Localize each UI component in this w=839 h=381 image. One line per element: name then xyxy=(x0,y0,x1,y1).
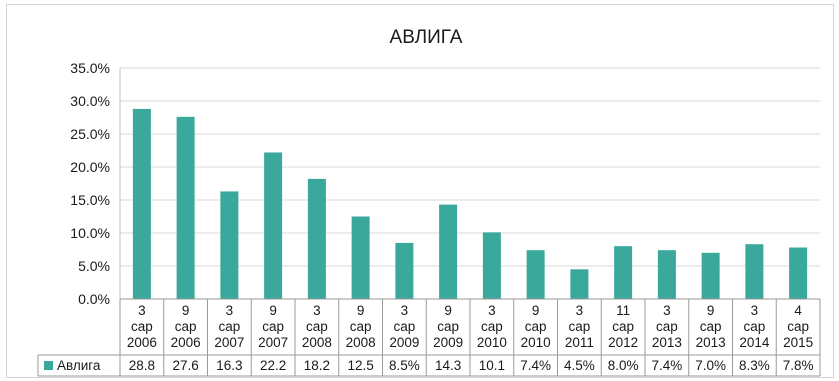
bar xyxy=(395,242,414,299)
category-label: 2008 xyxy=(346,335,376,350)
legend-swatch xyxy=(44,361,53,370)
category-label: 3 xyxy=(663,303,671,318)
bar xyxy=(307,178,326,299)
category-label: 11 xyxy=(616,303,630,318)
category-label: сар xyxy=(393,319,415,334)
bar xyxy=(614,246,633,299)
category-label: 2015 xyxy=(783,335,813,350)
category-label: 3 xyxy=(751,303,759,318)
category-label: сар xyxy=(437,319,459,334)
bar xyxy=(132,108,151,299)
category-label: 2006 xyxy=(171,335,201,350)
category-label: сар xyxy=(743,319,765,334)
data-label: 8.0% xyxy=(608,358,639,373)
data-label: 28.8 xyxy=(129,358,155,373)
bar xyxy=(526,250,545,299)
bars xyxy=(132,108,808,299)
category-label: 2007 xyxy=(258,335,288,350)
category-label: 2009 xyxy=(389,335,419,350)
data-label: 16.3 xyxy=(216,358,242,373)
bar xyxy=(482,232,501,299)
data-label: 7.8% xyxy=(783,358,814,373)
category-label: сар xyxy=(525,319,547,334)
data-label: 12.5 xyxy=(347,358,373,373)
category-label: сар xyxy=(175,319,197,334)
category-label: 3 xyxy=(401,303,409,318)
data-label: 7.4% xyxy=(651,358,682,373)
y-tick-label: 35.0% xyxy=(70,60,110,76)
bar xyxy=(439,204,458,299)
category-label: 9 xyxy=(444,303,452,318)
data-label: 22.2 xyxy=(260,358,286,373)
bar xyxy=(657,250,676,299)
category-label: 9 xyxy=(707,303,715,318)
y-tick-label: 20.0% xyxy=(70,159,110,175)
y-tick-label: 15.0% xyxy=(70,192,110,208)
data-label: 8.5% xyxy=(389,358,420,373)
data-label: 10.1 xyxy=(479,358,505,373)
category-label: 2008 xyxy=(302,335,332,350)
category-label: 2007 xyxy=(214,335,244,350)
category-label: 2009 xyxy=(433,335,463,350)
category-label: 2012 xyxy=(608,335,638,350)
data-label: 14.3 xyxy=(435,358,461,373)
data-label: 27.6 xyxy=(172,358,198,373)
category-label: 3 xyxy=(313,303,321,318)
category-label: сар xyxy=(612,319,634,334)
chart: АВЛИГА 35.0%30.0%25.0%20.0%15.0%10.0%5.0… xyxy=(37,27,821,377)
bar xyxy=(264,152,283,299)
y-axis: 35.0% 30.0% 25.0% 20.0% 15.0% 10.0% 5.0% 0.0% xyxy=(70,60,121,307)
category-label: сар xyxy=(700,319,722,334)
category-label: 9 xyxy=(182,303,190,318)
data-label: 4.5% xyxy=(564,358,595,373)
category-label: сар xyxy=(656,319,678,334)
category-label: 3 xyxy=(488,303,496,318)
y-tick-label: 5.0% xyxy=(78,258,110,274)
category-label: сар xyxy=(568,319,590,334)
category-label: 2014 xyxy=(739,335,770,350)
category-label: 2013 xyxy=(696,335,726,350)
category-label: 2006 xyxy=(127,335,157,350)
bar xyxy=(351,216,370,299)
data-label: 18.2 xyxy=(304,358,330,373)
category-label: сар xyxy=(131,319,153,334)
bar xyxy=(176,116,195,299)
bar xyxy=(789,247,808,299)
category-label: 9 xyxy=(357,303,365,318)
category-label: сар xyxy=(350,319,372,334)
category-label: 2010 xyxy=(477,335,507,350)
category-label: 2011 xyxy=(565,335,594,350)
category-label: сар xyxy=(481,319,503,334)
bar xyxy=(570,269,589,299)
category-label: 9 xyxy=(532,303,540,318)
data-table: 3сар20069сар20063сар20079сар20073сар2008… xyxy=(37,298,821,377)
category-label: 3 xyxy=(226,303,234,318)
category-label: 3 xyxy=(138,303,146,318)
legend-series-name: Авлига xyxy=(57,358,101,373)
category-label: 9 xyxy=(269,303,277,318)
data-label: 8.3% xyxy=(739,358,770,373)
category-label: 2013 xyxy=(652,335,682,350)
category-label: 2010 xyxy=(521,335,551,350)
y-tick-label: 25.0% xyxy=(70,126,110,142)
y-tick-label: 0.0% xyxy=(78,291,110,307)
bar xyxy=(220,191,239,299)
y-tick-label: 10.0% xyxy=(70,225,110,241)
y-tick-label: 30.0% xyxy=(70,93,110,109)
chart-frame: АВЛИГА 35.0% 30.0% 25.0% 20.0% 15.0% 10.0% 5.0… xyxy=(6,4,834,378)
data-label: 7.4% xyxy=(520,358,551,373)
category-label: сар xyxy=(218,319,240,334)
category-label: сар xyxy=(306,319,328,334)
category-label: 4 xyxy=(794,303,802,318)
data-label: 7.0% xyxy=(695,358,726,373)
bar xyxy=(701,252,720,299)
category-label: сар xyxy=(787,319,809,334)
bar xyxy=(745,244,764,299)
chart-title: АВЛИГА xyxy=(390,27,463,48)
category-label: сар xyxy=(262,319,284,334)
category-label: 3 xyxy=(576,303,584,318)
